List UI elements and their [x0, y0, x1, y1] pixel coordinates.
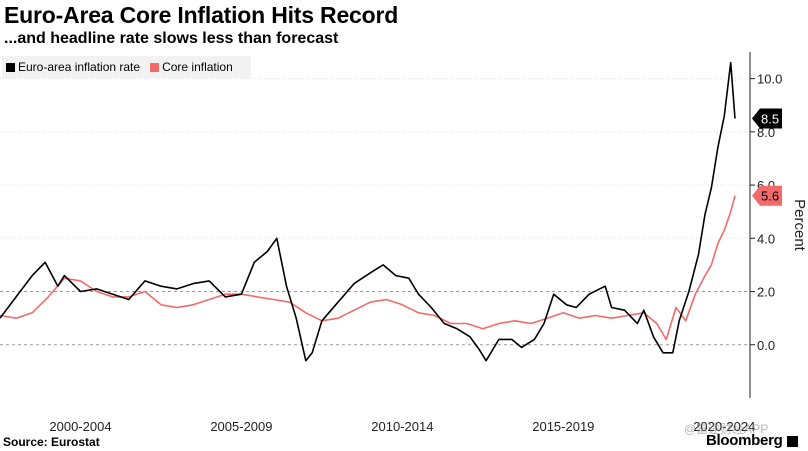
y-tick-label-0: 0.0	[757, 338, 775, 353]
x-tick-label-2: 2010-2014	[371, 419, 433, 434]
series-line-headline	[0, 61, 736, 362]
legend-swatch-core	[150, 62, 160, 72]
y-tick-label-1: 2.0	[757, 285, 775, 300]
y-tick-label-5: 10.0	[757, 72, 782, 87]
chart-title: Euro-Area Core Inflation Hits Record	[4, 2, 399, 28]
end-label-value-headline: 8.5	[761, 112, 779, 127]
legend: Euro-area inflation rate Core inflation	[2, 56, 251, 78]
legend-item-core: Core inflation	[150, 60, 233, 74]
y-tick-label-2: 4.0	[757, 231, 775, 246]
end-label-flag-core	[752, 185, 782, 206]
legend-label-core: Core inflation	[162, 60, 233, 74]
brand-terminal-icon	[787, 436, 798, 447]
brand-logo: Bloomberg	[706, 432, 783, 449]
end-label-value-core: 5.6	[761, 189, 779, 204]
source-note: Source: Eurostat	[3, 435, 100, 449]
x-tick-label-0: 2000-2004	[49, 419, 111, 434]
legend-item-headline: Euro-area inflation rate	[6, 60, 140, 74]
watermark: @富途财经APP	[684, 422, 769, 436]
y-axis-title: Percent	[791, 199, 808, 252]
x-tick-label-1: 2005-2009	[210, 419, 272, 434]
legend-label-headline: Euro-area inflation rate	[18, 60, 141, 74]
x-tick-label-4: 2020-2024	[693, 419, 755, 434]
legend-swatch-headline	[6, 62, 15, 72]
end-label-flag-headline	[752, 108, 782, 129]
chart-subtitle: ...and headline rate slows less than for…	[4, 30, 339, 47]
x-tick-label-3: 2015-2019	[532, 419, 594, 434]
series-line-core	[0, 195, 736, 341]
y-tick-label-4: 8.0	[757, 125, 775, 140]
